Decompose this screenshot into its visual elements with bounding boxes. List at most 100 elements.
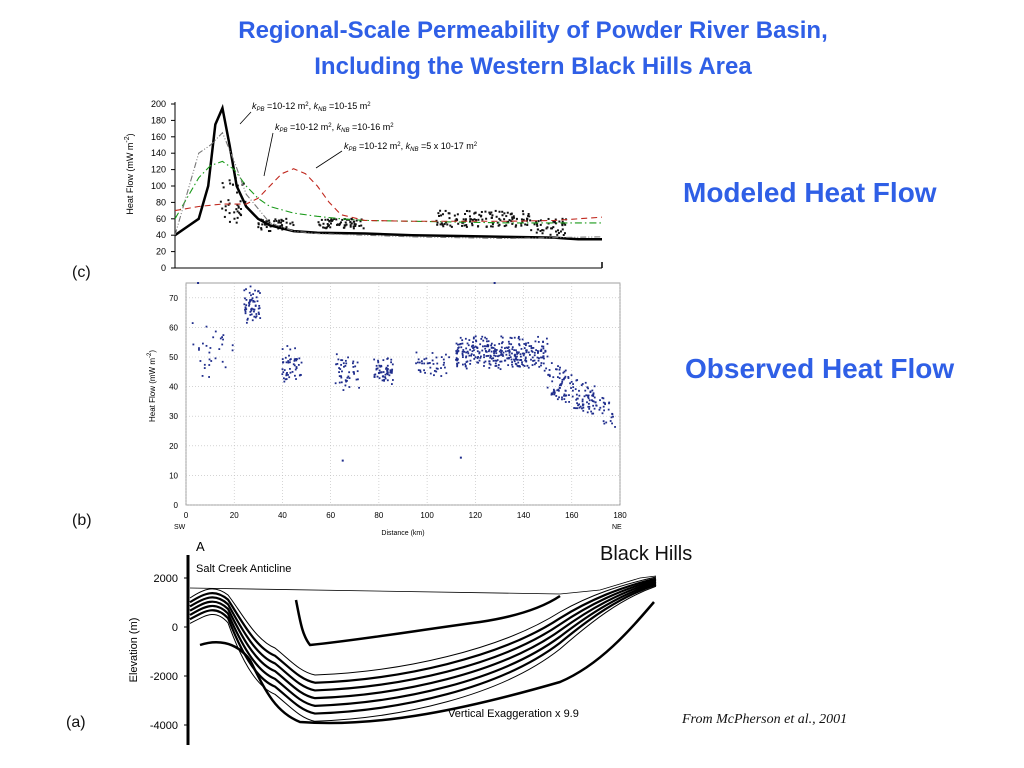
observed-point-b (257, 311, 260, 314)
observed-point-c (236, 210, 239, 213)
observed-point-b (592, 395, 595, 397)
observed-point-b (389, 371, 392, 374)
observed-point-b (564, 369, 567, 372)
observed-point-b (249, 285, 252, 288)
observed-point-c (559, 230, 562, 233)
ytick-label-c: 160 (151, 132, 166, 142)
observed-point-b (421, 362, 423, 365)
observed-point-c (526, 218, 529, 221)
observed-point-b (249, 313, 252, 316)
observed-point-c (329, 226, 332, 229)
ylabel-b: Heat Flow (mW m-2) (147, 350, 157, 422)
observed-point-b (415, 351, 418, 354)
observed-point-b (478, 351, 481, 354)
observed-point-b (295, 367, 298, 370)
observed-point-c (525, 219, 528, 222)
observed-point-b (587, 397, 590, 400)
observed-point-b (198, 347, 200, 349)
observed-point-b (540, 364, 542, 367)
observed-point-b (377, 372, 380, 375)
observed-point-b (564, 394, 567, 397)
observed-point-b (488, 362, 491, 365)
observed-point-b (465, 347, 468, 350)
ytick-label-c: 80 (156, 197, 166, 207)
observed-point-b (295, 358, 298, 360)
observed-point-c (474, 211, 477, 214)
observed-point-b (516, 355, 518, 358)
observed-point-b (516, 358, 519, 361)
observed-point-b (611, 413, 614, 416)
observed-point-b (525, 351, 528, 354)
observed-point-b (559, 383, 562, 386)
observed-point-c (528, 215, 531, 218)
observed-point-c (439, 209, 442, 212)
observed-point-c (343, 224, 346, 227)
observed-point-b (546, 355, 549, 358)
observed-point-b (466, 342, 469, 345)
observed-point-c (475, 218, 478, 221)
observed-point-b (423, 369, 425, 372)
observed-point-b (514, 355, 517, 358)
observed-point-b (537, 335, 539, 338)
observed-point-b (259, 317, 262, 319)
observed-point-b (497, 366, 500, 369)
observed-point-b (504, 350, 507, 353)
observed-point-b (540, 350, 543, 352)
observed-point-b (488, 350, 490, 353)
observed-point-b (522, 354, 525, 357)
observed-point-c (489, 213, 492, 216)
observed-point-c (510, 212, 513, 215)
observed-point-b (208, 358, 211, 361)
observed-point-b (542, 352, 545, 355)
observed-point-b (429, 366, 432, 369)
observed-point-c (511, 216, 514, 219)
observed-point-c (343, 218, 346, 221)
observed-point-b (525, 342, 527, 345)
observed-point-c (488, 211, 491, 214)
observed-point-b (592, 412, 595, 415)
observed-point-b (342, 362, 345, 365)
observed-point-c (521, 210, 524, 213)
observed-point-b (551, 393, 554, 396)
ytick-label-b: 60 (169, 323, 178, 332)
observed-point-b (205, 325, 208, 328)
salt-creek-label: Salt Creek Anticline (196, 563, 291, 575)
observed-point-c (469, 220, 472, 223)
observed-point-b (244, 308, 246, 311)
observed-point-b (524, 359, 527, 362)
observed-point-b (380, 371, 383, 374)
observed-point-b (612, 415, 614, 418)
observed-point-c (317, 221, 320, 224)
observed-point-b (494, 365, 497, 367)
observed-point-c (224, 205, 227, 208)
observed-point-c (561, 228, 564, 231)
observed-point-c (479, 215, 482, 218)
observed-point-b (508, 350, 511, 353)
observed-point-c (244, 200, 247, 203)
observed-point-c (470, 222, 473, 225)
observed-point-b (257, 290, 259, 293)
observed-point-b (457, 361, 460, 364)
observed-point-b (390, 383, 393, 385)
observed-point-c (464, 218, 467, 221)
observed-point-b (380, 365, 383, 368)
observed-point-b (253, 308, 256, 311)
observed-point-c (349, 224, 352, 227)
observed-point-c (496, 221, 499, 224)
observed-point-b (385, 372, 388, 375)
observed-point-c (539, 229, 542, 232)
observed-point-b (202, 342, 204, 345)
observed-point-b (558, 377, 561, 379)
observed-point-b (485, 350, 488, 353)
model-series-0 (174, 103, 602, 241)
observed-point-b (252, 300, 255, 303)
observed-point-b (542, 340, 544, 343)
observed-point-b (244, 307, 247, 309)
observed-point-b (250, 298, 253, 301)
observed-point-c (330, 219, 333, 222)
observed-point-b (218, 348, 221, 350)
observed-point-c (360, 224, 363, 227)
observed-point-b (335, 363, 337, 366)
observed-point-b (523, 365, 526, 367)
observed-point-c (260, 218, 263, 221)
